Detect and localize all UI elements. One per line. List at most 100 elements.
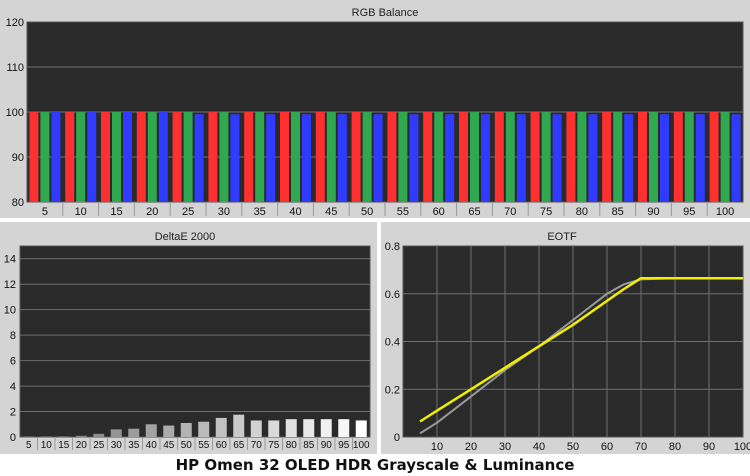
bar — [101, 112, 110, 202]
bar — [255, 112, 265, 202]
bar — [250, 420, 262, 437]
x-tick-label: 35 — [128, 440, 140, 451]
bar — [76, 112, 86, 202]
bar — [280, 112, 289, 202]
x-tick-label: 15 — [110, 206, 122, 218]
bar — [566, 112, 576, 202]
x-tick-label: 60 — [601, 441, 613, 453]
bar — [285, 419, 297, 437]
bar — [208, 112, 218, 202]
x-tick-label: 90 — [321, 440, 333, 451]
bar — [423, 112, 433, 202]
bar — [709, 112, 719, 202]
bar — [147, 112, 157, 202]
bar — [588, 114, 598, 202]
y-tick-label: 8 — [10, 330, 16, 342]
bar — [183, 112, 193, 202]
bar — [219, 112, 229, 202]
bar — [302, 114, 311, 202]
x-tick-label: 40 — [289, 206, 301, 218]
chart-title: EOTF — [547, 231, 577, 243]
eotf-panel: EOTF 0 0.2 0.4 0.6 0.8 10 20 30 40 50 60 70 80 90 100 — [381, 222, 750, 454]
bar — [516, 114, 526, 202]
x-tick-label: 5 — [42, 206, 48, 218]
rgb-balance-panel: RGB Balance 80 90 100 110 120 5 10 15 20 25 30 35 40 4… — [0, 0, 750, 218]
bar — [505, 112, 515, 202]
x-tick-label: 30 — [499, 441, 511, 453]
x-tick-label: 80 — [576, 206, 588, 218]
x-tick-label: 95 — [338, 440, 350, 451]
bar — [180, 422, 192, 437]
bar — [215, 417, 227, 437]
bar — [123, 112, 132, 202]
y-tick-label: 100 — [6, 107, 24, 119]
x-tick-label: 70 — [504, 206, 516, 218]
bar — [266, 114, 276, 202]
y-tick-label: 110 — [6, 62, 24, 74]
y-tick-label: 14 — [4, 254, 16, 266]
y-tick-label: 80 — [12, 197, 24, 209]
y-tick-label: 2 — [10, 407, 16, 419]
bar — [673, 112, 683, 202]
bar — [337, 114, 347, 202]
deltae-chart: DeltaE 2000 0 2 4 6 8 10 12 14 5 10 15 20 25 30 35 40 45 5… — [4, 231, 371, 451]
x-tick-label: 75 — [540, 206, 552, 218]
bar — [87, 112, 97, 202]
bar — [194, 114, 204, 202]
bar — [684, 112, 694, 202]
bar — [445, 114, 455, 202]
bar — [51, 112, 61, 202]
bar — [315, 112, 325, 202]
bar — [660, 114, 669, 202]
x-tick-label: 10 — [431, 441, 443, 453]
x-tick-label: 20 — [146, 206, 158, 218]
chart-title: DeltaE 2000 — [155, 231, 216, 243]
x-tick-label: 25 — [93, 440, 105, 451]
rgb-balance-chart: RGB Balance 80 90 100 110 120 5 10 15 20 25 30 35 40 4… — [6, 7, 744, 218]
bar — [355, 420, 367, 437]
x-tick-label: 80 — [286, 440, 298, 451]
x-tick-label: 40 — [533, 441, 545, 453]
x-tick-label: 75 — [268, 440, 280, 451]
bar — [731, 114, 741, 202]
bar — [303, 419, 315, 437]
x-tick-label: 100 — [716, 206, 734, 218]
x-tick-label: 10 — [75, 206, 87, 218]
bar — [93, 433, 105, 437]
y-tick-label: 120 — [6, 17, 24, 29]
bar — [112, 112, 121, 202]
bar — [362, 112, 372, 202]
bar — [23, 436, 35, 437]
chart-title: RGB Balance — [352, 7, 419, 19]
x-tick-label: 60 — [216, 440, 228, 451]
bar — [158, 112, 168, 202]
figure-caption: HP Omen 32 OLED HDR Grayscale & Luminanc… — [0, 454, 750, 476]
bar — [481, 114, 490, 202]
y-tick-label: 0 — [394, 432, 400, 444]
y-tick-label: 4 — [10, 381, 16, 393]
x-tick-label: 70 — [635, 441, 647, 453]
y-tick-label: 90 — [12, 152, 24, 164]
x-tick-label: 20 — [465, 441, 477, 453]
deltae-panel: DeltaE 2000 0 2 4 6 8 10 12 14 5 10 15 20 25 30 35 40 45 5… — [0, 222, 377, 454]
bar — [638, 112, 647, 202]
bar — [58, 436, 70, 437]
x-tick-label: 80 — [669, 441, 681, 453]
bar — [145, 424, 157, 437]
bar — [577, 112, 587, 202]
x-tick-label: 55 — [397, 206, 409, 218]
bar — [198, 421, 210, 437]
y-tick-label: 12 — [4, 279, 16, 291]
x-tick-label: 100 — [353, 440, 370, 451]
x-tick-label: 5 — [26, 440, 32, 451]
x-tick-label: 60 — [433, 206, 445, 218]
bar — [398, 112, 408, 202]
bar — [110, 429, 122, 437]
x-tick-label: 25 — [182, 206, 194, 218]
bar — [434, 112, 444, 202]
bar — [602, 112, 612, 202]
y-tick-label: 0.2 — [385, 384, 400, 396]
bar — [541, 112, 551, 202]
bar — [552, 114, 562, 202]
x-tick-label: 70 — [251, 440, 263, 451]
